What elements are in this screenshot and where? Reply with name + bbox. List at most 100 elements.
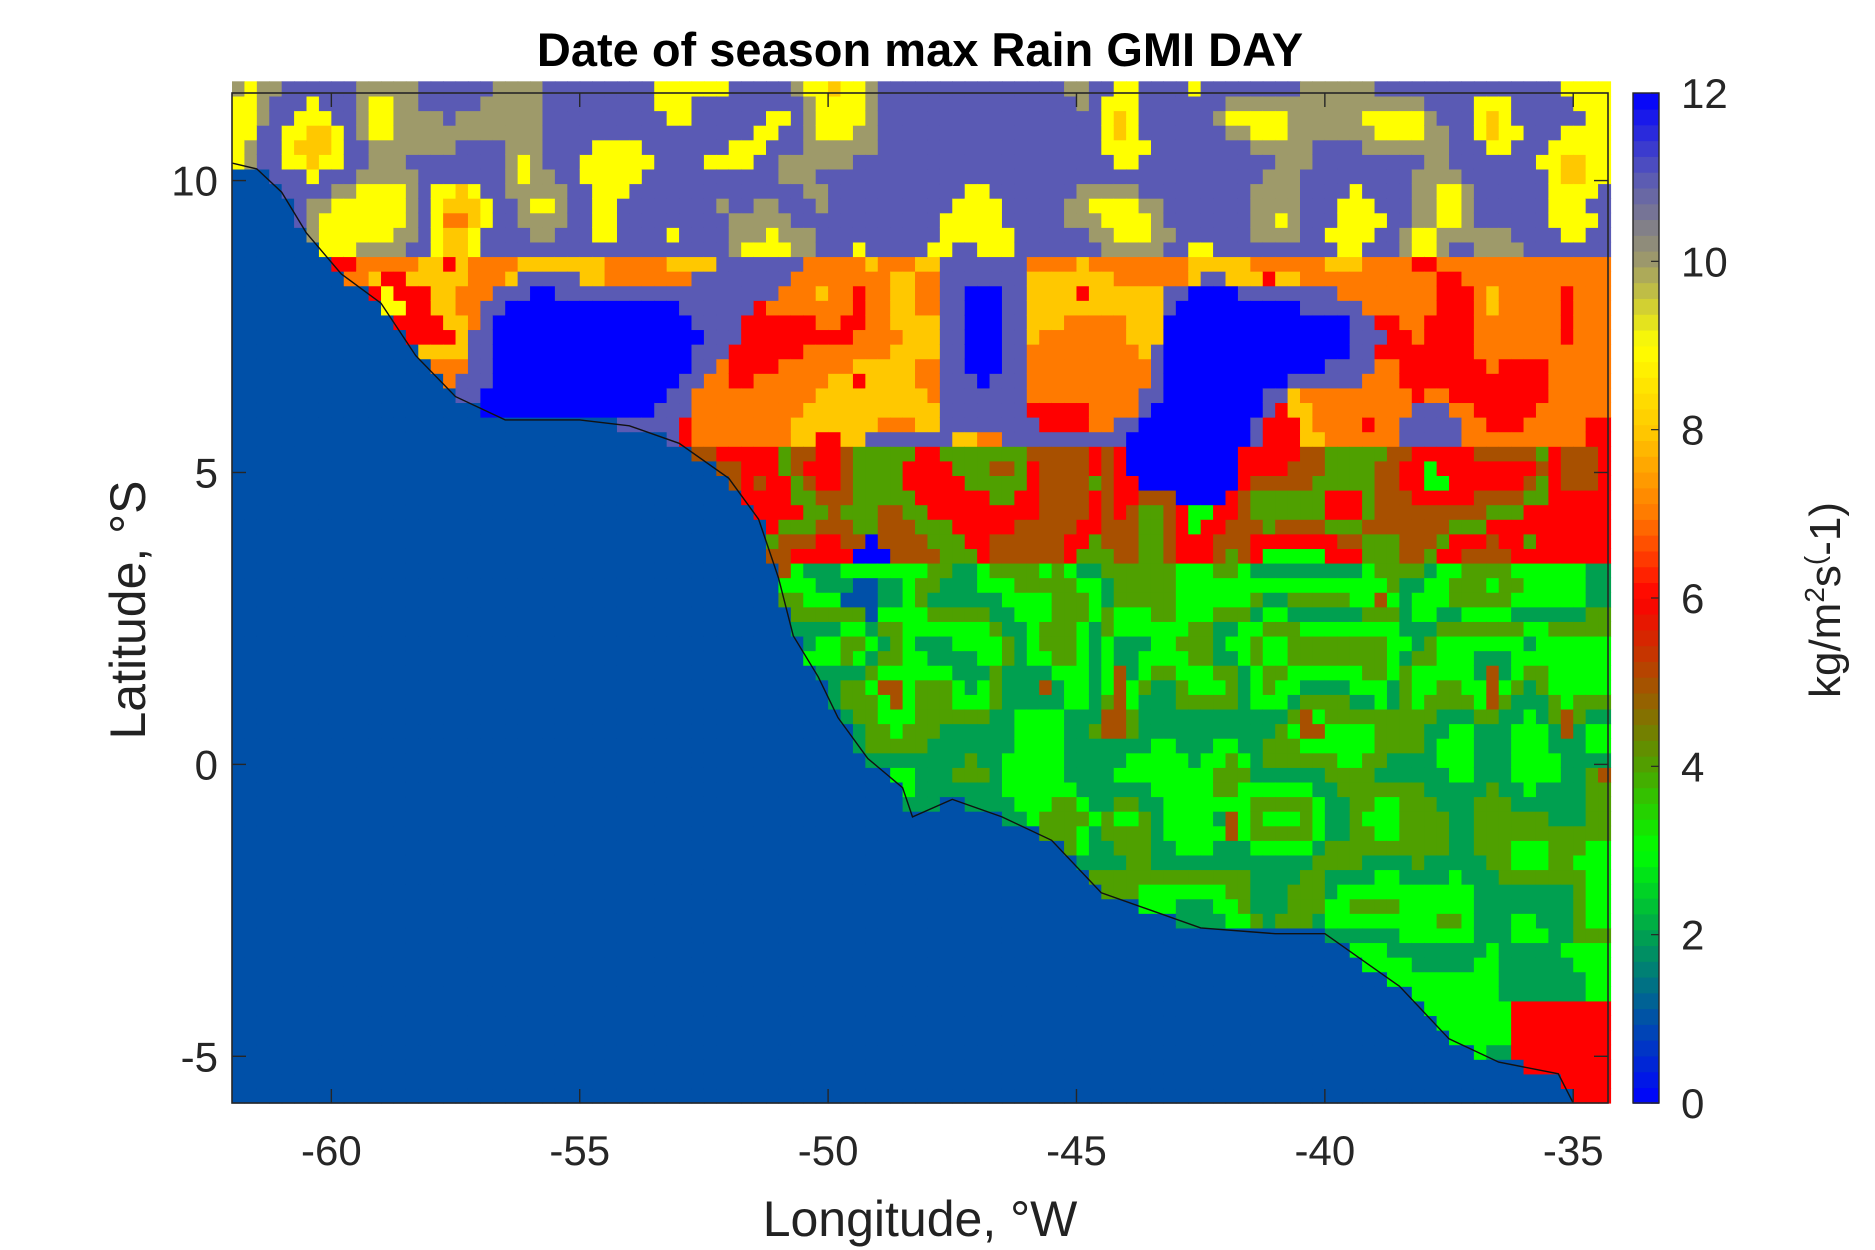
heatmap-cell [505, 927, 519, 944]
heatmap-cell [418, 256, 432, 272]
heatmap-cell [927, 1059, 941, 1075]
heatmap-cell [890, 840, 904, 856]
heatmap-cell [269, 913, 283, 929]
heatmap-cell [716, 869, 730, 885]
heatmap-cell [865, 358, 879, 374]
heatmap-cell [418, 271, 432, 287]
heatmap-cell [1014, 942, 1028, 958]
heatmap-cell [865, 125, 879, 141]
heatmap-cell [455, 446, 469, 462]
heatmap-cell [418, 1000, 432, 1017]
heatmap-cell [554, 738, 568, 754]
heatmap-cell [915, 1073, 929, 1090]
heatmap-cell [828, 650, 842, 666]
heatmap-cell [1064, 577, 1078, 593]
heatmap-cell [616, 533, 630, 549]
heatmap-cell [281, 562, 295, 579]
heatmap-cell [902, 300, 916, 316]
heatmap-cell [616, 738, 630, 754]
heatmap-cell [964, 95, 978, 112]
heatmap-cell [418, 198, 432, 214]
heatmap-cell [505, 942, 519, 958]
heatmap-cell [1039, 913, 1053, 929]
heatmap-cell [877, 373, 891, 389]
heatmap-cell [927, 781, 941, 798]
heatmap-cell [1113, 1044, 1127, 1060]
heatmap-cell [604, 489, 618, 506]
heatmap-cell [1088, 548, 1102, 564]
heatmap-cell [1039, 402, 1053, 418]
heatmap-cell [989, 592, 1003, 608]
heatmap-cell [927, 796, 941, 812]
heatmap-cell [480, 533, 494, 549]
heatmap-cell [691, 358, 705, 374]
heatmap-cell [939, 1044, 953, 1060]
heatmap-cell [530, 767, 544, 783]
heatmap-cell [741, 446, 755, 462]
heatmap-cell [567, 957, 581, 973]
heatmap-cell [343, 1000, 357, 1017]
heatmap-cell [840, 840, 854, 856]
heatmap-cell [318, 957, 332, 973]
heatmap-cell [840, 271, 854, 287]
heatmap-cell [381, 460, 395, 476]
heatmap-cell [766, 446, 780, 462]
heatmap-cell [294, 665, 308, 681]
heatmap-cell [232, 986, 246, 1002]
heatmap-cell [902, 854, 916, 871]
heatmap-cell [269, 825, 283, 841]
heatmap-cell [939, 256, 953, 272]
heatmap-cell [281, 913, 295, 929]
heatmap-cell [554, 840, 568, 856]
heatmap-cell [691, 402, 705, 418]
heatmap-cell [318, 767, 332, 783]
heatmap-cell [1014, 504, 1028, 520]
heatmap-cell [1101, 1000, 1115, 1017]
heatmap-cell [530, 1000, 544, 1017]
heatmap-cell [331, 387, 345, 404]
heatmap-cell [877, 723, 891, 739]
heatmap-cell [1039, 168, 1053, 185]
heatmap-cell [1113, 1059, 1127, 1075]
heatmap-cell [753, 198, 767, 214]
heatmap-cell [902, 971, 916, 987]
heatmap-cell [753, 533, 767, 549]
heatmap-cell [703, 708, 717, 725]
heatmap-cell [368, 1073, 382, 1090]
heatmap-cell [641, 1088, 655, 1104]
heatmap-cell [467, 446, 481, 462]
heatmap-cell [1076, 183, 1090, 199]
heatmap-cell [679, 577, 693, 593]
heatmap-cell [244, 183, 258, 199]
heatmap-cell [828, 606, 842, 622]
heatmap-cell [728, 168, 742, 185]
heatmap-cell [815, 154, 829, 170]
heatmap-cell [554, 431, 568, 447]
heatmap-cell [281, 1030, 295, 1046]
heatmap-cell [1064, 679, 1078, 695]
heatmap-cell [1064, 285, 1078, 301]
heatmap-cell [803, 95, 817, 112]
heatmap-cell [766, 1015, 780, 1031]
heatmap-cell [716, 606, 730, 622]
heatmap-cell [517, 665, 531, 681]
heatmap-cell [455, 402, 469, 418]
heatmap-cell [1039, 869, 1053, 885]
heatmap-cell [766, 927, 780, 944]
heatmap-cell [567, 504, 581, 520]
heatmap-cell [902, 1030, 916, 1046]
heatmap-cell [530, 840, 544, 856]
heatmap-cell [641, 227, 655, 243]
heatmap-cell [567, 1073, 581, 1090]
heatmap-cell [1051, 738, 1065, 754]
heatmap-cell [455, 431, 469, 447]
heatmap-cell [691, 869, 705, 885]
heatmap-cell [517, 95, 531, 112]
heatmap-cell [977, 504, 991, 520]
heatmap-cell [654, 519, 668, 535]
heatmap-cell [1076, 504, 1090, 520]
heatmap-cell [629, 183, 643, 199]
heatmap-cell [505, 300, 519, 316]
heatmap-cell [405, 358, 419, 374]
heatmap-cell [505, 475, 519, 491]
